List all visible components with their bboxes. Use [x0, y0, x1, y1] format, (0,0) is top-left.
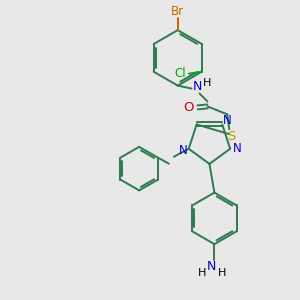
Text: H: H [198, 268, 207, 278]
Text: N: N [233, 142, 242, 155]
Text: S: S [227, 130, 236, 142]
Text: N: N [223, 114, 232, 127]
Text: Cl: Cl [174, 67, 186, 80]
Text: N: N [178, 144, 187, 157]
Text: N: N [207, 260, 216, 273]
Text: H: H [218, 268, 226, 278]
Text: Br: Br [171, 5, 184, 18]
Text: H: H [203, 78, 212, 88]
Text: O: O [183, 101, 194, 114]
Text: N: N [193, 80, 202, 93]
